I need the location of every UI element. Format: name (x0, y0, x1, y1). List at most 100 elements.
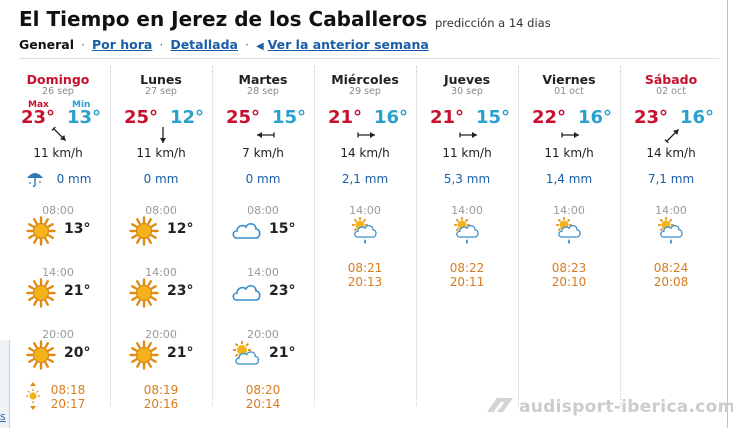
nav-anterior-semana-link[interactable]: Ver la anterior semana (267, 37, 429, 52)
slot-time: 14:00 (145, 266, 177, 279)
umbrella-icon (25, 170, 45, 188)
sunset-time: 20:14 (245, 397, 281, 411)
sunrise-sunset-icon (25, 381, 41, 411)
temp-min: 13° (67, 107, 102, 128)
day-date: 30 sep (451, 86, 483, 97)
slot-temp: 15° (269, 221, 296, 237)
slot-temp: 12° (167, 221, 194, 237)
precipitation: 2,1 mm (341, 172, 389, 186)
nav-por-hora-link[interactable]: Por hora (91, 37, 153, 52)
sunset-time: 20:08 (653, 275, 689, 289)
day-name[interactable]: Jueves (443, 72, 491, 87)
nav-separator: · (244, 37, 249, 52)
left-edge-tab[interactable]: s (0, 340, 10, 428)
temp-max: 23° (634, 107, 669, 128)
left-tab-link[interactable]: s (0, 410, 6, 423)
min-label: Min (72, 100, 91, 110)
wind-speed: 7 km/h (242, 146, 284, 160)
precipitation: 1,4 mm (545, 172, 593, 186)
wind-speed: 11 km/h (544, 146, 594, 160)
day-date: 27 sep (145, 86, 177, 97)
cloud-icon (231, 216, 261, 246)
temp-min: 12° (170, 107, 205, 128)
temp-max: 21° (430, 107, 465, 128)
page-right-border (727, 0, 728, 428)
watermark-logo-icon (487, 398, 513, 413)
page-subtitle: predicción a 14 dias (435, 16, 551, 30)
precipitation: 0 mm (56, 172, 92, 186)
slot-temp: 21° (167, 345, 194, 361)
sunset-time: 20:11 (449, 275, 485, 289)
day-date: 26 sep (42, 86, 74, 97)
sun-cloud-icon (231, 340, 261, 370)
day-column: Martes 28 sep 25° 15° 7 km/h 0 mm 08:00 15° 14:0… (212, 66, 313, 411)
triangle-left-icon[interactable]: ◀ (255, 41, 264, 52)
wind-arrow-icon (253, 127, 277, 143)
sun-icon (26, 278, 56, 308)
temp-max: 21° (328, 107, 363, 128)
day-column: Miércoles 29 sep 21° 16° 14 km/h 2,1 mm 14:00 0… (314, 66, 415, 406)
sun-cloud-rain-icon (350, 216, 380, 246)
sun-icon (26, 216, 56, 246)
sun-icon (129, 216, 159, 246)
slot-time: 14:00 (42, 266, 74, 279)
nav-separator: · (81, 37, 85, 52)
day-column: Lunes 27 sep 25° 12° 11 km/h 0 mm 08:00 12° 14:0… (110, 66, 211, 411)
wind-speed: 14 km/h (646, 146, 696, 160)
wind-speed: 11 km/h (442, 146, 492, 160)
slot-temp: 20° (64, 345, 91, 361)
slot-time: 08:00 (145, 204, 177, 217)
sun-cloud-rain-icon (452, 216, 482, 246)
day-name[interactable]: Miércoles (331, 72, 399, 87)
nav-divider (19, 58, 719, 59)
page-title: El Tiempo en Jerez de los Caballeros (19, 7, 428, 31)
day-date: 29 sep (349, 86, 381, 97)
slot-time: 20:00 (145, 328, 177, 341)
wind-speed: 11 km/h (136, 146, 186, 160)
sun-cloud-rain-icon (554, 216, 584, 246)
cloud-icon (231, 278, 261, 308)
slot-temp: 21° (64, 283, 91, 299)
sunset-time: 20:17 (50, 397, 86, 411)
slot-time: 08:00 (247, 204, 279, 217)
sunset-time: 20:16 (143, 397, 179, 411)
day-name[interactable]: Sábado (644, 72, 698, 87)
wind-arrow-icon (151, 125, 175, 143)
day-date: 01 oct (554, 86, 584, 97)
sunrise-time: 08:18 (50, 383, 86, 397)
sunrise-time: 08:24 (653, 261, 689, 275)
slot-temp: 23° (269, 283, 296, 299)
sunrise-time: 08:22 (449, 261, 485, 275)
day-name[interactable]: Martes (238, 72, 288, 87)
precipitation: 5,3 mm (443, 172, 491, 186)
sunset-time: 20:10 (551, 275, 587, 289)
wind-arrow-icon (48, 126, 72, 143)
day-name[interactable]: Viernes (542, 72, 596, 87)
sunset-time: 20:13 (347, 275, 383, 289)
slot-temp: 21° (269, 345, 296, 361)
day-column: Viernes 01 oct 22° 16° 11 km/h 1,4 mm 14:00 08:… (518, 66, 619, 406)
slot-time: 14:00 (553, 204, 585, 217)
temp-min: 15° (272, 107, 307, 128)
sun-icon (26, 340, 56, 370)
temp-max: 25° (226, 107, 261, 128)
slot-time: 14:00 (247, 266, 279, 279)
day-name[interactable]: Lunes (140, 72, 182, 87)
slot-time: 14:00 (451, 204, 483, 217)
sunrise-time: 08:20 (245, 383, 281, 397)
precipitation: 0 mm (245, 172, 281, 186)
max-label: Max (28, 100, 49, 110)
precipitation: 0 mm (143, 172, 179, 186)
sun-icon (129, 278, 159, 308)
slot-time: 14:00 (349, 204, 381, 217)
slot-time: 14:00 (655, 204, 687, 217)
temp-max: 25° (124, 107, 159, 128)
wind-arrow-icon (355, 127, 379, 143)
nav-detallada-link[interactable]: Detallada (170, 37, 238, 52)
sun-cloud-rain-icon (656, 216, 686, 246)
day-name[interactable]: Domingo (26, 72, 90, 87)
slot-temp: 13° (64, 221, 91, 237)
temp-min: 16° (578, 107, 613, 128)
day-date: 02 oct (656, 86, 686, 97)
wind-speed: 11 km/h (33, 146, 83, 160)
